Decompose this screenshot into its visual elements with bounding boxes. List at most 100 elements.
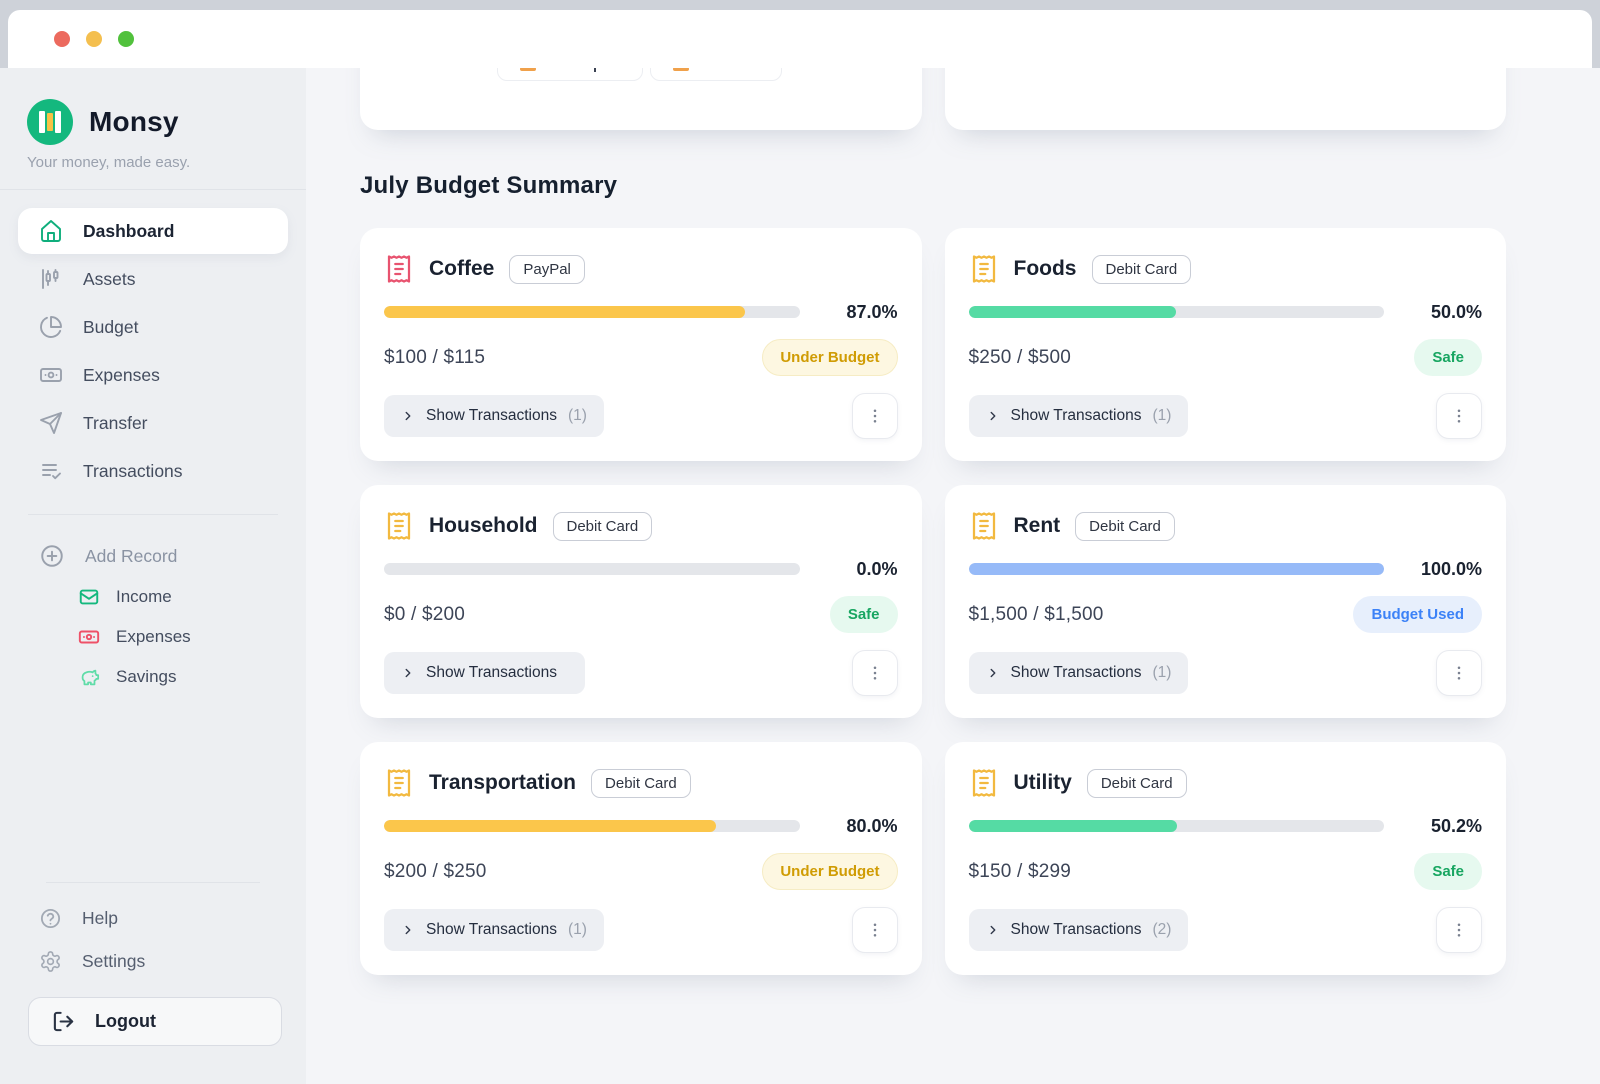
- receipt-icon: [384, 253, 414, 285]
- status-badge: Under Budget: [762, 853, 898, 891]
- card-menu-button[interactable]: [851, 906, 898, 953]
- sidebar-item-transfer[interactable]: Transfer: [18, 400, 288, 446]
- sidebar-item-assets[interactable]: Assets: [18, 256, 288, 302]
- card-menu-button[interactable]: [851, 392, 898, 439]
- sidebar-item-expenses[interactable]: Expenses: [18, 352, 288, 398]
- show-transactions-button[interactable]: Show Transactions (1): [384, 908, 604, 951]
- brand: Monsy Your money, made easy.: [0, 0, 306, 190]
- show-transactions-label: Show Transactions: [1010, 663, 1142, 681]
- card-title: Transportation: [429, 771, 577, 794]
- banknote-expense-icon: [78, 626, 100, 648]
- sidebar-nav: Dashboard Assets Budget Expenses: [0, 190, 306, 496]
- window-minimize-button[interactable]: [86, 31, 102, 47]
- plus-circle-icon: [39, 543, 65, 569]
- receipt-icon: [384, 510, 414, 542]
- progress-bar: [968, 563, 1384, 576]
- status-badge: Safe: [829, 596, 898, 634]
- add-record-expenses[interactable]: Expenses: [18, 617, 288, 657]
- status-badge: Under Budget: [762, 339, 898, 377]
- chevron-right-icon: [986, 666, 1000, 680]
- orange-dash-icon: [673, 67, 689, 71]
- show-transactions-button[interactable]: Show Transactions (1): [384, 394, 604, 437]
- progress-bar-fill: [968, 820, 1178, 833]
- progress-bar-fill: [384, 306, 746, 319]
- sidebar-divider: [46, 882, 260, 883]
- budget-card-coffee: Coffee PayPal 87.0% $100 / $115 Under Bu…: [360, 228, 922, 461]
- sidebar-item-label: Dashboard: [83, 220, 175, 241]
- settings-label: Settings: [82, 951, 146, 971]
- percent-label: 0.0%: [856, 558, 898, 579]
- dots-vertical-icon: [873, 666, 876, 680]
- budget-card-household: Household Debit Card 0.0% $0 / $200 Safe…: [360, 485, 922, 718]
- sidebar-item-label: Transactions: [83, 460, 183, 481]
- sidebar-item-settings[interactable]: Settings: [18, 940, 288, 983]
- percent-label: 87.0%: [846, 301, 898, 322]
- show-transactions-button[interactable]: Show Transactions (2): [968, 908, 1189, 951]
- add-record-income[interactable]: Income: [18, 577, 288, 617]
- card-title: Household: [429, 514, 538, 537]
- window-maximize-button[interactable]: [118, 31, 134, 47]
- sidebar-item-transactions[interactable]: Transactions: [18, 448, 288, 494]
- send-icon: [39, 411, 63, 435]
- transactions-count: (1): [1152, 663, 1172, 681]
- card-menu-button[interactable]: [1436, 906, 1482, 953]
- record-item-label: Income: [116, 587, 172, 606]
- receipt-icon: [969, 767, 999, 799]
- card-menu-button[interactable]: [1436, 392, 1482, 439]
- sidebar: Monsy Your money, made easy. Dashboard A…: [0, 0, 306, 1084]
- add-record-savings[interactable]: Savings: [18, 657, 288, 697]
- budget-card-utility: Utility Debit Card 50.2% $150 / $299 Saf…: [944, 742, 1506, 975]
- dots-vertical-icon: [1457, 409, 1461, 423]
- progress-bar: [384, 563, 800, 576]
- logout-label: Logout: [95, 1011, 156, 1031]
- transactions-count: (2): [1152, 920, 1172, 938]
- show-transactions-button[interactable]: Show Transactions (1): [968, 651, 1189, 694]
- piggy-bank-icon: [78, 666, 100, 688]
- progress-bar-fill: [968, 563, 1384, 576]
- window-close-button[interactable]: [54, 31, 70, 47]
- show-transactions-label: Show Transactions: [1010, 406, 1142, 424]
- list-check-icon: [39, 459, 63, 483]
- progress-bar-fill: [968, 306, 1177, 319]
- sidebar-item-dashboard[interactable]: Dashboard: [18, 208, 288, 254]
- sidebar-item-help[interactable]: Help: [18, 897, 288, 940]
- chevron-right-icon: [986, 409, 1000, 423]
- page-title: July Budget Summary: [360, 172, 618, 199]
- orange-dash-icon: [520, 67, 536, 71]
- percent-label: 50.0%: [1430, 301, 1482, 322]
- add-record-button[interactable]: Add Record: [18, 535, 288, 577]
- budget-card-transportation: Transportation Debit Card 80.0% $200 / $…: [360, 742, 922, 975]
- receipt-icon: [384, 767, 414, 799]
- receipt-icon: [969, 253, 999, 285]
- tick-mark: [594, 65, 596, 72]
- receipt-icon: [969, 510, 999, 542]
- show-transactions-label: Show Transactions: [426, 663, 557, 681]
- help-label: Help: [82, 908, 118, 928]
- card-title: Coffee: [429, 257, 495, 280]
- budget-cards-grid: Coffee PayPal 87.0% $100 / $115 Under Bu…: [360, 228, 1506, 975]
- sidebar-item-budget[interactable]: Budget: [18, 304, 288, 350]
- payment-method-chip: Debit Card: [1091, 254, 1192, 284]
- logout-button[interactable]: Logout: [28, 997, 282, 1046]
- card-menu-button[interactable]: [851, 649, 898, 696]
- amount-label: $200 / $250: [384, 860, 487, 882]
- progress-bar-fill: [384, 820, 717, 833]
- status-badge: Safe: [1414, 853, 1482, 891]
- card-menu-button[interactable]: [1436, 649, 1482, 696]
- show-transactions-button[interactable]: Show Transactions: [384, 651, 585, 694]
- logout-icon: [52, 1010, 75, 1033]
- record-item-label: Expenses: [116, 627, 191, 646]
- add-record-section: Add Record Income Expenses Savings: [0, 515, 306, 697]
- mail-income-icon: [78, 586, 100, 608]
- card-title: Foods: [1013, 257, 1077, 280]
- amount-label: $250 / $500: [968, 346, 1072, 368]
- chevron-right-icon: [986, 923, 1000, 937]
- amount-label: $0 / $200: [384, 603, 466, 625]
- payment-method-chip: Debit Card: [1086, 768, 1187, 798]
- add-record-label: Add Record: [85, 545, 178, 566]
- show-transactions-button[interactable]: Show Transactions (1): [968, 394, 1189, 437]
- sidebar-item-label: Budget: [83, 316, 139, 337]
- show-transactions-label: Show Transactions: [426, 920, 557, 938]
- window-titlebar: [8, 10, 1592, 68]
- payment-method-chip: Debit Card: [591, 768, 691, 798]
